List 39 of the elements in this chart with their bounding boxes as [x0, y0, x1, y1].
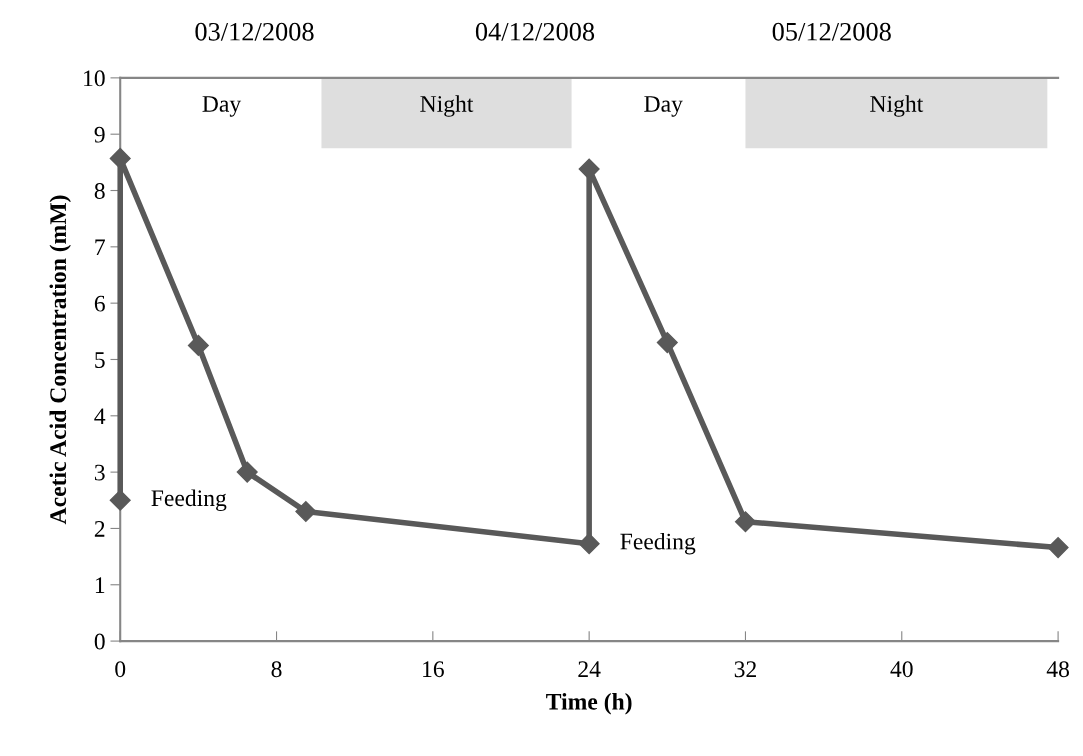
annotation: Feeding [151, 489, 227, 512]
x-tick-label: 8 [271, 661, 282, 678]
point [578, 533, 600, 555]
x-tick-label: 24 [578, 661, 601, 677]
text: 03/12/2008 [195, 22, 314, 41]
x-tick-label: 16 [423, 661, 444, 678]
x-tick-label: 0 [115, 661, 126, 678]
y-tick-label: 0 [94, 633, 105, 650]
x-axis-title: Time (h) [546, 693, 632, 715]
band-label: Night [420, 95, 474, 117]
point [734, 511, 756, 533]
y-tick-label: 6 [94, 295, 105, 312]
point [1047, 537, 1069, 559]
annotation: Day [202, 96, 242, 117]
point [109, 489, 131, 511]
point [656, 332, 678, 354]
x-tick-label: 32 [734, 661, 756, 678]
y-tick-label: 1 [95, 577, 105, 593]
point [109, 147, 131, 169]
annotation: Feeding [620, 532, 696, 555]
point [295, 501, 317, 523]
text: 04/12/2008 [475, 22, 595, 41]
y-tick-label: 2 [94, 521, 105, 537]
y-tick-label: 10 [84, 70, 105, 87]
text: 05/12/2008 [772, 22, 891, 41]
y-tick-label: 5 [95, 352, 105, 368]
band-label: Night [870, 95, 924, 117]
point [187, 334, 209, 356]
y-tick-label: 8 [94, 183, 105, 199]
point [578, 158, 600, 180]
x-tick-label: 48 [1046, 661, 1069, 678]
y-tick-label: 7 [95, 239, 105, 256]
annotation: Day [644, 96, 683, 117]
y-axis-title: Acetic Acid Concentration (mM) [49, 195, 71, 525]
y-tick-label: 9 [94, 126, 105, 143]
point [236, 461, 258, 483]
x-tick-label: 40 [890, 661, 913, 678]
y-tick-label: 3 [94, 464, 105, 481]
y-tick-label: 4 [94, 408, 106, 424]
